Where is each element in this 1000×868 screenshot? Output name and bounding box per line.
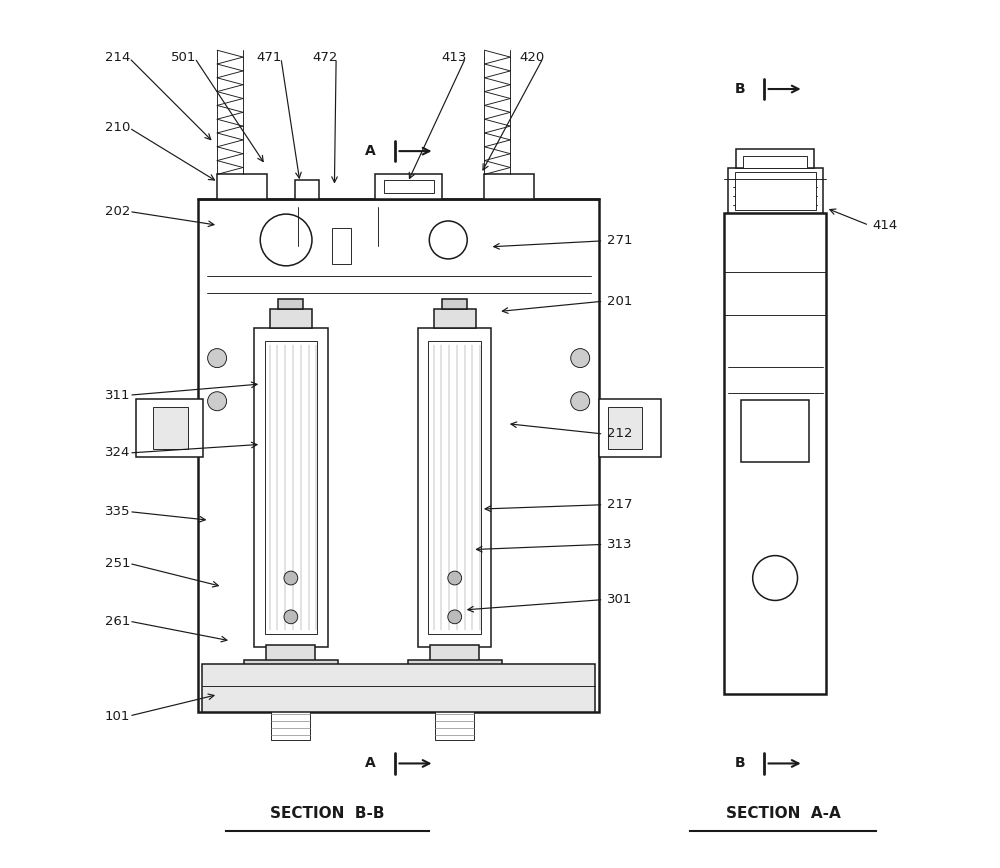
Text: 472: 472 bbox=[312, 51, 337, 64]
Text: 251: 251 bbox=[105, 557, 131, 570]
Bar bbox=[434, 309, 476, 328]
Text: 324: 324 bbox=[105, 446, 130, 459]
Bar bbox=[153, 407, 188, 449]
Bar bbox=[735, 172, 816, 210]
Text: 101: 101 bbox=[105, 709, 130, 722]
Bar bbox=[408, 660, 502, 701]
Text: 217: 217 bbox=[607, 498, 632, 511]
Text: SECTION  B-B: SECTION B-B bbox=[270, 806, 385, 821]
Bar bbox=[202, 664, 595, 712]
Bar bbox=[484, 174, 534, 199]
Bar bbox=[375, 174, 442, 199]
Text: 201: 201 bbox=[607, 294, 632, 307]
Circle shape bbox=[571, 391, 590, 411]
Bar bbox=[271, 666, 310, 740]
Text: B: B bbox=[734, 756, 745, 771]
Bar bbox=[295, 180, 319, 199]
Text: B: B bbox=[734, 82, 745, 96]
Text: A: A bbox=[365, 756, 376, 771]
Bar bbox=[217, 174, 267, 199]
Text: 420: 420 bbox=[519, 51, 544, 64]
Bar bbox=[265, 341, 317, 635]
Circle shape bbox=[284, 610, 298, 624]
Circle shape bbox=[448, 571, 462, 585]
Bar bbox=[278, 299, 303, 309]
Bar bbox=[254, 328, 328, 647]
Bar bbox=[384, 180, 434, 194]
Bar bbox=[741, 399, 809, 462]
Text: 301: 301 bbox=[607, 593, 632, 606]
Bar bbox=[728, 168, 823, 214]
Bar bbox=[270, 309, 312, 328]
Text: 471: 471 bbox=[257, 51, 282, 64]
Circle shape bbox=[208, 349, 227, 367]
Bar bbox=[430, 645, 479, 666]
Circle shape bbox=[571, 349, 590, 367]
Text: 271: 271 bbox=[607, 234, 632, 247]
Bar bbox=[724, 214, 826, 694]
Text: A: A bbox=[365, 144, 376, 158]
Text: 414: 414 bbox=[873, 219, 898, 232]
Circle shape bbox=[284, 571, 298, 585]
Bar bbox=[599, 398, 661, 457]
Text: 335: 335 bbox=[105, 505, 131, 518]
Text: 413: 413 bbox=[441, 51, 467, 64]
Bar bbox=[743, 156, 807, 168]
Text: 214: 214 bbox=[105, 51, 130, 64]
Text: 212: 212 bbox=[607, 428, 632, 440]
Bar bbox=[136, 398, 203, 457]
Circle shape bbox=[208, 391, 227, 411]
Text: SECTION  A-A: SECTION A-A bbox=[726, 806, 840, 821]
Bar bbox=[418, 328, 491, 647]
Text: 202: 202 bbox=[105, 205, 130, 218]
Bar bbox=[198, 199, 599, 712]
Text: 311: 311 bbox=[105, 389, 131, 402]
Bar bbox=[428, 341, 481, 635]
Bar bbox=[736, 149, 814, 168]
Text: 501: 501 bbox=[171, 51, 196, 64]
Text: 210: 210 bbox=[105, 122, 130, 135]
Bar bbox=[332, 228, 351, 264]
Bar bbox=[608, 407, 642, 449]
Bar bbox=[435, 666, 474, 740]
Circle shape bbox=[448, 610, 462, 624]
Text: 313: 313 bbox=[607, 538, 632, 551]
Bar bbox=[244, 660, 338, 701]
Bar bbox=[266, 645, 315, 666]
Bar bbox=[442, 299, 467, 309]
Text: 261: 261 bbox=[105, 615, 130, 628]
